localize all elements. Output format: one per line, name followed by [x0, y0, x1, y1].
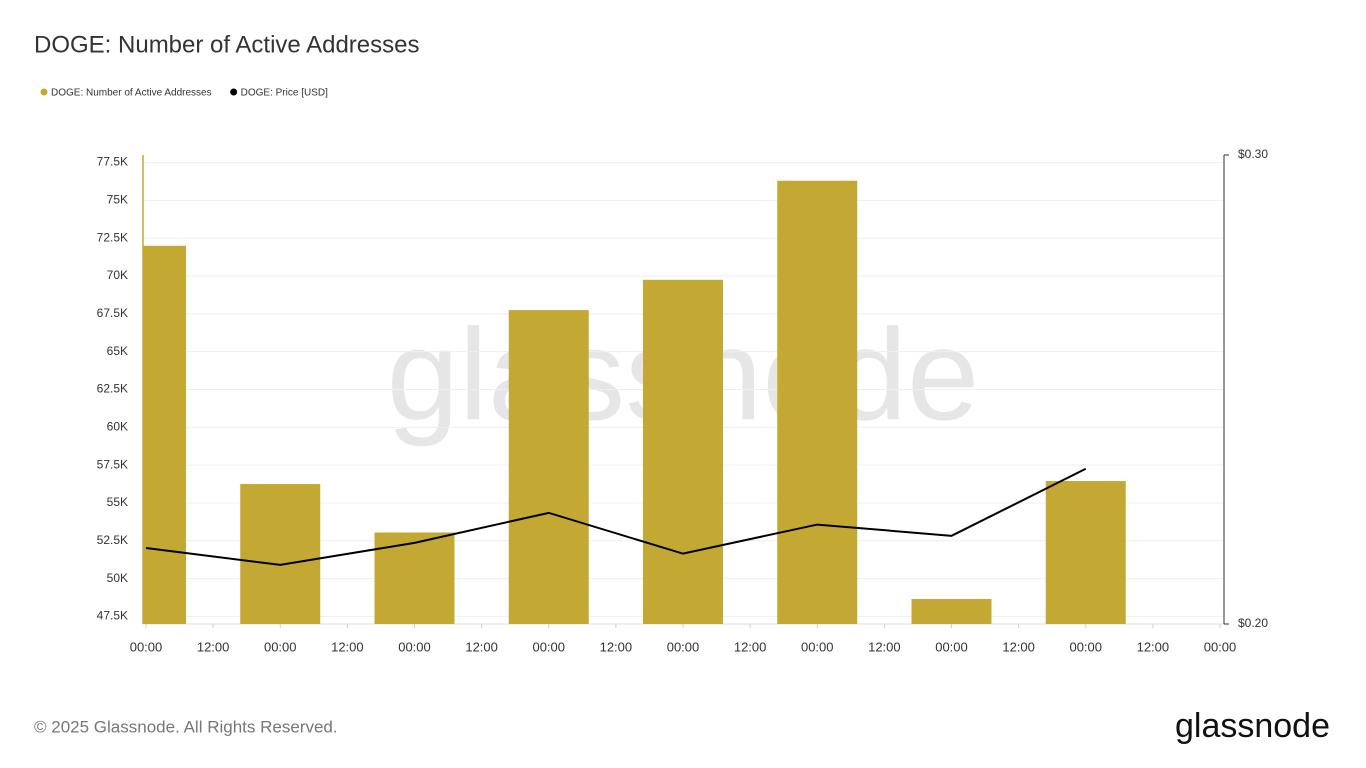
x-tick-label: 12:00	[1137, 639, 1170, 654]
x-tick-label: 12:00	[1002, 639, 1035, 654]
legend-marker	[230, 88, 238, 96]
y-tick-label: 67.5K	[97, 306, 128, 320]
x-tick-label: 00:00	[801, 639, 834, 654]
bar	[508, 310, 589, 624]
y-tick-label: 62.5K	[97, 382, 128, 396]
x-tick-label: 00:00	[264, 639, 297, 654]
price-line	[145, 467, 1087, 566]
logo: glassnode	[1175, 707, 1330, 745]
y-tick-label: 72.5K	[97, 230, 128, 244]
bar	[777, 180, 858, 624]
bar	[240, 484, 321, 624]
y-tick-label: 47.5K	[97, 609, 128, 623]
x-tick-label: 12:00	[868, 639, 901, 654]
y-tick-label: 55K	[107, 495, 128, 509]
y2-tick-label: $0.20	[1238, 616, 1268, 630]
x-tick-label: 00:00	[667, 639, 700, 654]
legend-marker	[40, 88, 48, 96]
y-tick-label: 70K	[107, 268, 128, 282]
x-tick-label: 00:00	[532, 639, 565, 654]
legend: DOGE: Number of Active Addresses DOGE: Pr…	[40, 88, 328, 99]
y-tick-label: 75K	[107, 193, 128, 207]
chart-title: DOGE: Number of Active Addresses	[34, 31, 420, 58]
legend-label: DOGE: Number of Active Addresses	[51, 88, 212, 99]
y-tick-label: 52.5K	[97, 533, 128, 547]
legend-label: DOGE: Price [USD]	[241, 88, 328, 99]
x-tick-label: 00:00	[1204, 639, 1237, 654]
bar	[1045, 481, 1126, 624]
bar	[374, 532, 455, 624]
bar	[911, 599, 992, 624]
footer: © 2025 Glassnode. All Rights Reserved.	[34, 717, 338, 736]
y-tick-label: 50K	[107, 571, 128, 585]
y-tick-label: 77.5K	[97, 155, 128, 169]
x-tick-label: 12:00	[465, 639, 498, 654]
y-tick-label: 57.5K	[97, 457, 128, 471]
x-tick-label: 12:00	[197, 639, 230, 654]
bar	[143, 245, 186, 624]
y-tick-label: 65K	[107, 344, 128, 358]
x-tick-label: 00:00	[935, 639, 968, 654]
x-tick-label: 12:00	[600, 639, 633, 654]
y2-tick-label: $0.30	[1238, 147, 1268, 161]
x-tick-label: 00:00	[1069, 639, 1102, 654]
plot-area	[143, 180, 1126, 624]
bar	[643, 279, 723, 624]
y-tick-label: 60K	[107, 419, 128, 433]
x-tick-label: 12:00	[734, 639, 767, 654]
x-tick-label: 12:00	[331, 639, 364, 654]
x-tick-label: 00:00	[398, 639, 431, 654]
x-tick-label: 00:00	[130, 639, 163, 654]
